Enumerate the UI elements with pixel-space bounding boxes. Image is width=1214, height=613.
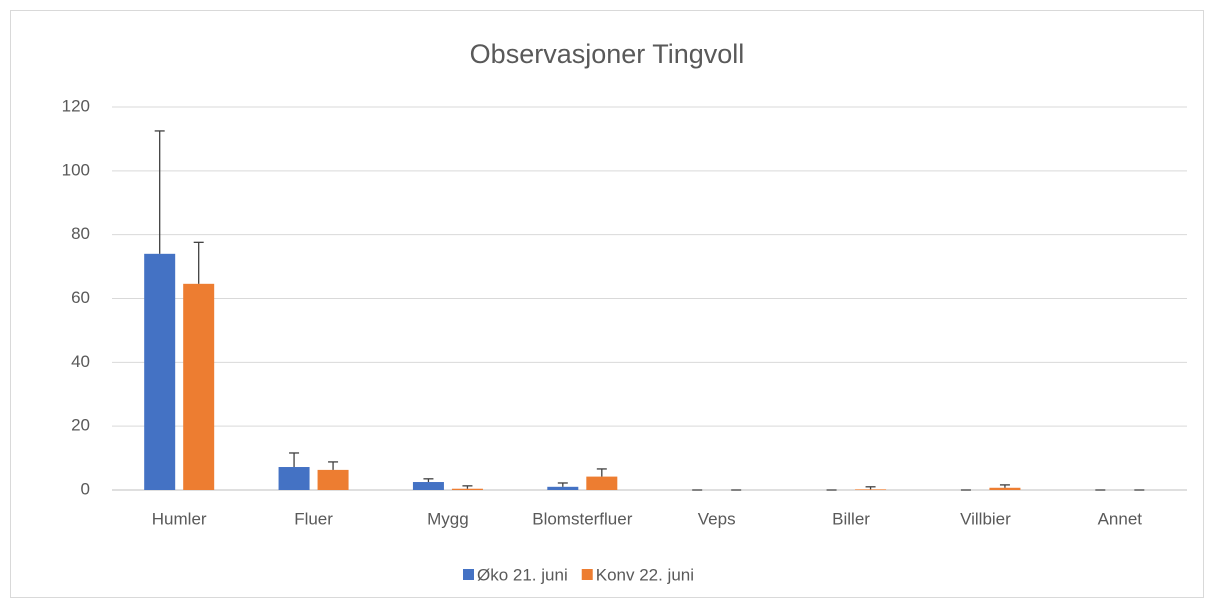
y-tick-label: 80 <box>71 224 90 243</box>
bar <box>317 469 349 490</box>
bar <box>989 487 1021 490</box>
bar <box>855 489 887 490</box>
y-tick-label: 40 <box>71 352 90 371</box>
bar <box>144 253 176 490</box>
error-bar <box>596 468 607 477</box>
y-tick-label: 20 <box>71 416 90 435</box>
bar <box>412 482 444 490</box>
x-tick-label: Mygg <box>427 509 469 528</box>
legend-swatch <box>581 569 593 580</box>
error-bar <box>193 241 204 284</box>
y-tick-label: 120 <box>62 96 90 115</box>
bar <box>278 467 310 490</box>
x-tick-label: Veps <box>698 509 736 528</box>
x-tick-label: Fluer <box>294 509 333 528</box>
error-bar <box>154 130 165 254</box>
x-tick-label: Biller <box>832 509 870 528</box>
legend-swatch <box>463 569 474 580</box>
chart-title: Observasjoner Tingvoll <box>470 39 745 69</box>
x-tick-label: Humler <box>152 509 207 528</box>
bar <box>451 488 483 490</box>
x-tick-label: Villbier <box>960 509 1011 528</box>
bar <box>183 283 215 490</box>
legend-label: Konv 22. juni <box>596 565 694 584</box>
y-tick-label: 100 <box>62 160 90 179</box>
error-bar <box>423 478 434 483</box>
y-tick-label: 60 <box>71 288 90 307</box>
error-bar <box>462 485 473 489</box>
bar <box>586 476 618 490</box>
error-bar <box>999 484 1010 488</box>
legend-label: Øko 21. juni <box>477 565 568 584</box>
y-tick-label: 0 <box>81 479 90 498</box>
x-tick-label: Annet <box>1098 509 1143 528</box>
error-bar <box>557 482 568 487</box>
error-bar <box>865 486 876 490</box>
error-bar <box>289 452 300 468</box>
error-bar <box>328 461 339 470</box>
x-tick-label: Blomsterfluer <box>532 509 632 528</box>
bar <box>547 486 579 490</box>
